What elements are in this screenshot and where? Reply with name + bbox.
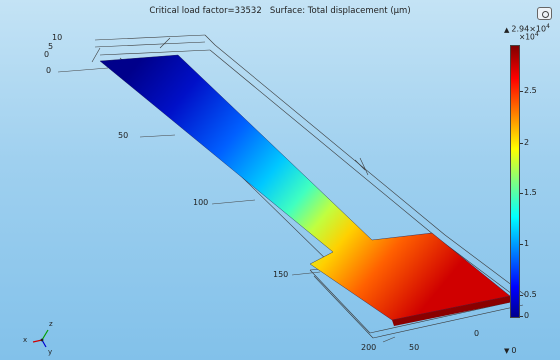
y-tick: 10: [52, 33, 63, 42]
z-tick: 200: [361, 343, 377, 352]
colorbar-tick-mark: [520, 244, 523, 245]
colorbar-tick: 2: [524, 138, 530, 147]
x-tick: 50: [409, 343, 420, 352]
z-tick: 50: [118, 131, 129, 140]
colorbar-tick: 1.5: [524, 188, 537, 197]
triangle-down-icon: ▼: [504, 347, 510, 355]
y-tick: 0: [44, 50, 50, 59]
colorbar-tick-mark: [520, 143, 523, 144]
colorbar-tick: 0.5: [524, 290, 537, 299]
colorbar-tick: 1: [524, 239, 530, 248]
colorbar-max-label: ▲ 2.94×104: [504, 23, 550, 34]
z-tick: 0: [46, 66, 52, 75]
z-tick: 100: [193, 198, 209, 207]
colorbar: [510, 45, 520, 318]
camera-icon[interactable]: [537, 7, 552, 20]
plot-title: Critical load factor=33532 Surface: Tota…: [149, 6, 411, 16]
colorbar-tick-mark: [520, 316, 523, 317]
triangle-up-icon: ▲: [504, 25, 510, 34]
plate-edge: [392, 296, 512, 326]
axis-lines: [57, 67, 396, 343]
x-tick: 0: [474, 329, 480, 338]
colorbar-tick: 2.5: [524, 86, 537, 95]
colorbar-min-label: ▼ 0: [504, 346, 517, 355]
triad-x-label: x: [23, 336, 28, 344]
triad-y-label: y: [48, 348, 53, 356]
colorbar-tick-mark: [520, 91, 523, 92]
z-tick: 150: [273, 270, 289, 279]
beam-surface: [99, 54, 511, 321]
axis-triad-icon: [32, 329, 49, 348]
colorbar-tick-mark: [520, 193, 523, 194]
colorbar-tick: 0: [524, 311, 530, 320]
colorbar-multiplier: ×104: [519, 31, 539, 42]
y-tick: 5: [48, 42, 54, 51]
triad-z-label: z: [49, 320, 53, 328]
colorbar-tick-mark: [520, 295, 523, 296]
